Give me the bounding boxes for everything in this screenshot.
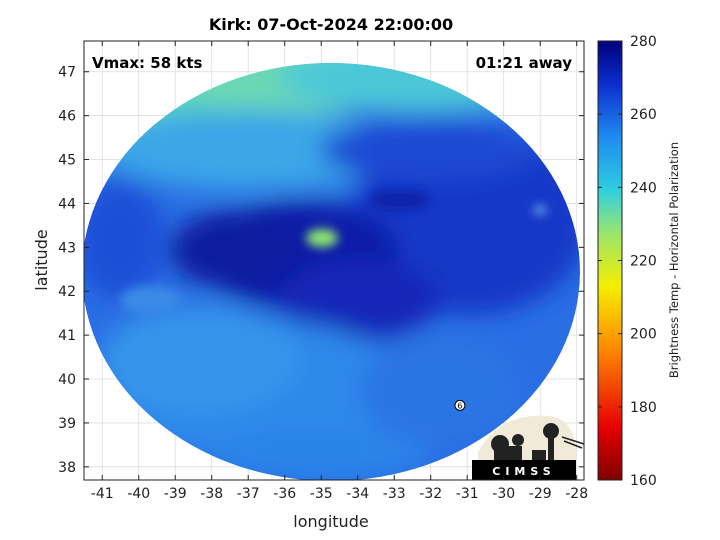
x-tick-label: -32 bbox=[419, 486, 442, 502]
colorbar-tick-label: 200 bbox=[630, 327, 657, 343]
colorbar-tick-label: 220 bbox=[630, 254, 657, 270]
plot-frame bbox=[83, 40, 585, 481]
y-axis-label: latitude bbox=[32, 229, 51, 290]
x-tick-label: -37 bbox=[237, 486, 260, 502]
storm-marker-label: 6 bbox=[457, 401, 462, 410]
storm-marker: 6 bbox=[454, 399, 466, 411]
x-tick-label: -38 bbox=[200, 486, 223, 502]
y-tick-label: 45 bbox=[58, 153, 76, 169]
x-tick-label: -34 bbox=[346, 486, 369, 502]
y-tick-label: 40 bbox=[58, 372, 76, 388]
x-tick-label: -35 bbox=[310, 486, 333, 502]
cimss-logo: CIMSS bbox=[472, 415, 585, 480]
vmax-annotation: Vmax: 58 kts bbox=[92, 54, 202, 72]
x-tick-label: -28 bbox=[565, 486, 588, 502]
y-tick-label: 38 bbox=[58, 460, 76, 476]
y-tick-label: 43 bbox=[58, 240, 76, 256]
x-axis-label: longitude bbox=[293, 512, 368, 531]
time-away-annotation: 01:21 away bbox=[476, 54, 573, 72]
x-tick-label: -39 bbox=[164, 486, 187, 502]
x-tick-label: -33 bbox=[383, 486, 406, 502]
cimss-logo-text: CIMSS bbox=[492, 465, 555, 478]
colorbar-tick-label: 260 bbox=[630, 107, 657, 123]
colorbar-ticks: 160 180 200 220 240 260 280 bbox=[598, 34, 657, 489]
y-tick-label: 39 bbox=[58, 416, 76, 432]
y-tick-label: 46 bbox=[58, 109, 76, 125]
chart-title: Kirk: 07-Oct-2024 22:00:00 bbox=[209, 15, 453, 34]
colorbar-tick-label: 160 bbox=[630, 473, 657, 489]
colorbar-tick-label: 280 bbox=[630, 34, 657, 50]
x-tick-label: -36 bbox=[273, 486, 296, 502]
y-tick-label: 47 bbox=[58, 65, 76, 81]
x-tick-label: -40 bbox=[127, 486, 150, 502]
x-tick-label: -31 bbox=[456, 486, 479, 502]
y-tick-label: 44 bbox=[58, 196, 76, 212]
x-tick-label: -41 bbox=[91, 486, 114, 502]
colorbar-tick-label: 180 bbox=[630, 400, 657, 416]
x-axis: -41 -40 -39 -38 -37 -36 -35 -34 -33 -32 -31 -30 -29-… bbox=[91, 41, 588, 502]
x-tick-label: -29 bbox=[529, 486, 552, 502]
y-axis: 38 39 40 41 42 43 44 45 46 47 bbox=[58, 65, 584, 476]
y-tick-label: 41 bbox=[58, 328, 76, 344]
colorbar-label: Brightness Temp - Horizontal Polarizatio… bbox=[667, 142, 681, 378]
colorbar: 160 180 200 220 240 260 280 Brightness Temp - … bbox=[597, 34, 681, 489]
colorbar-tick-label: 240 bbox=[630, 180, 657, 196]
x-tick-label: -30 bbox=[492, 486, 515, 502]
y-tick-label: 42 bbox=[58, 284, 76, 300]
